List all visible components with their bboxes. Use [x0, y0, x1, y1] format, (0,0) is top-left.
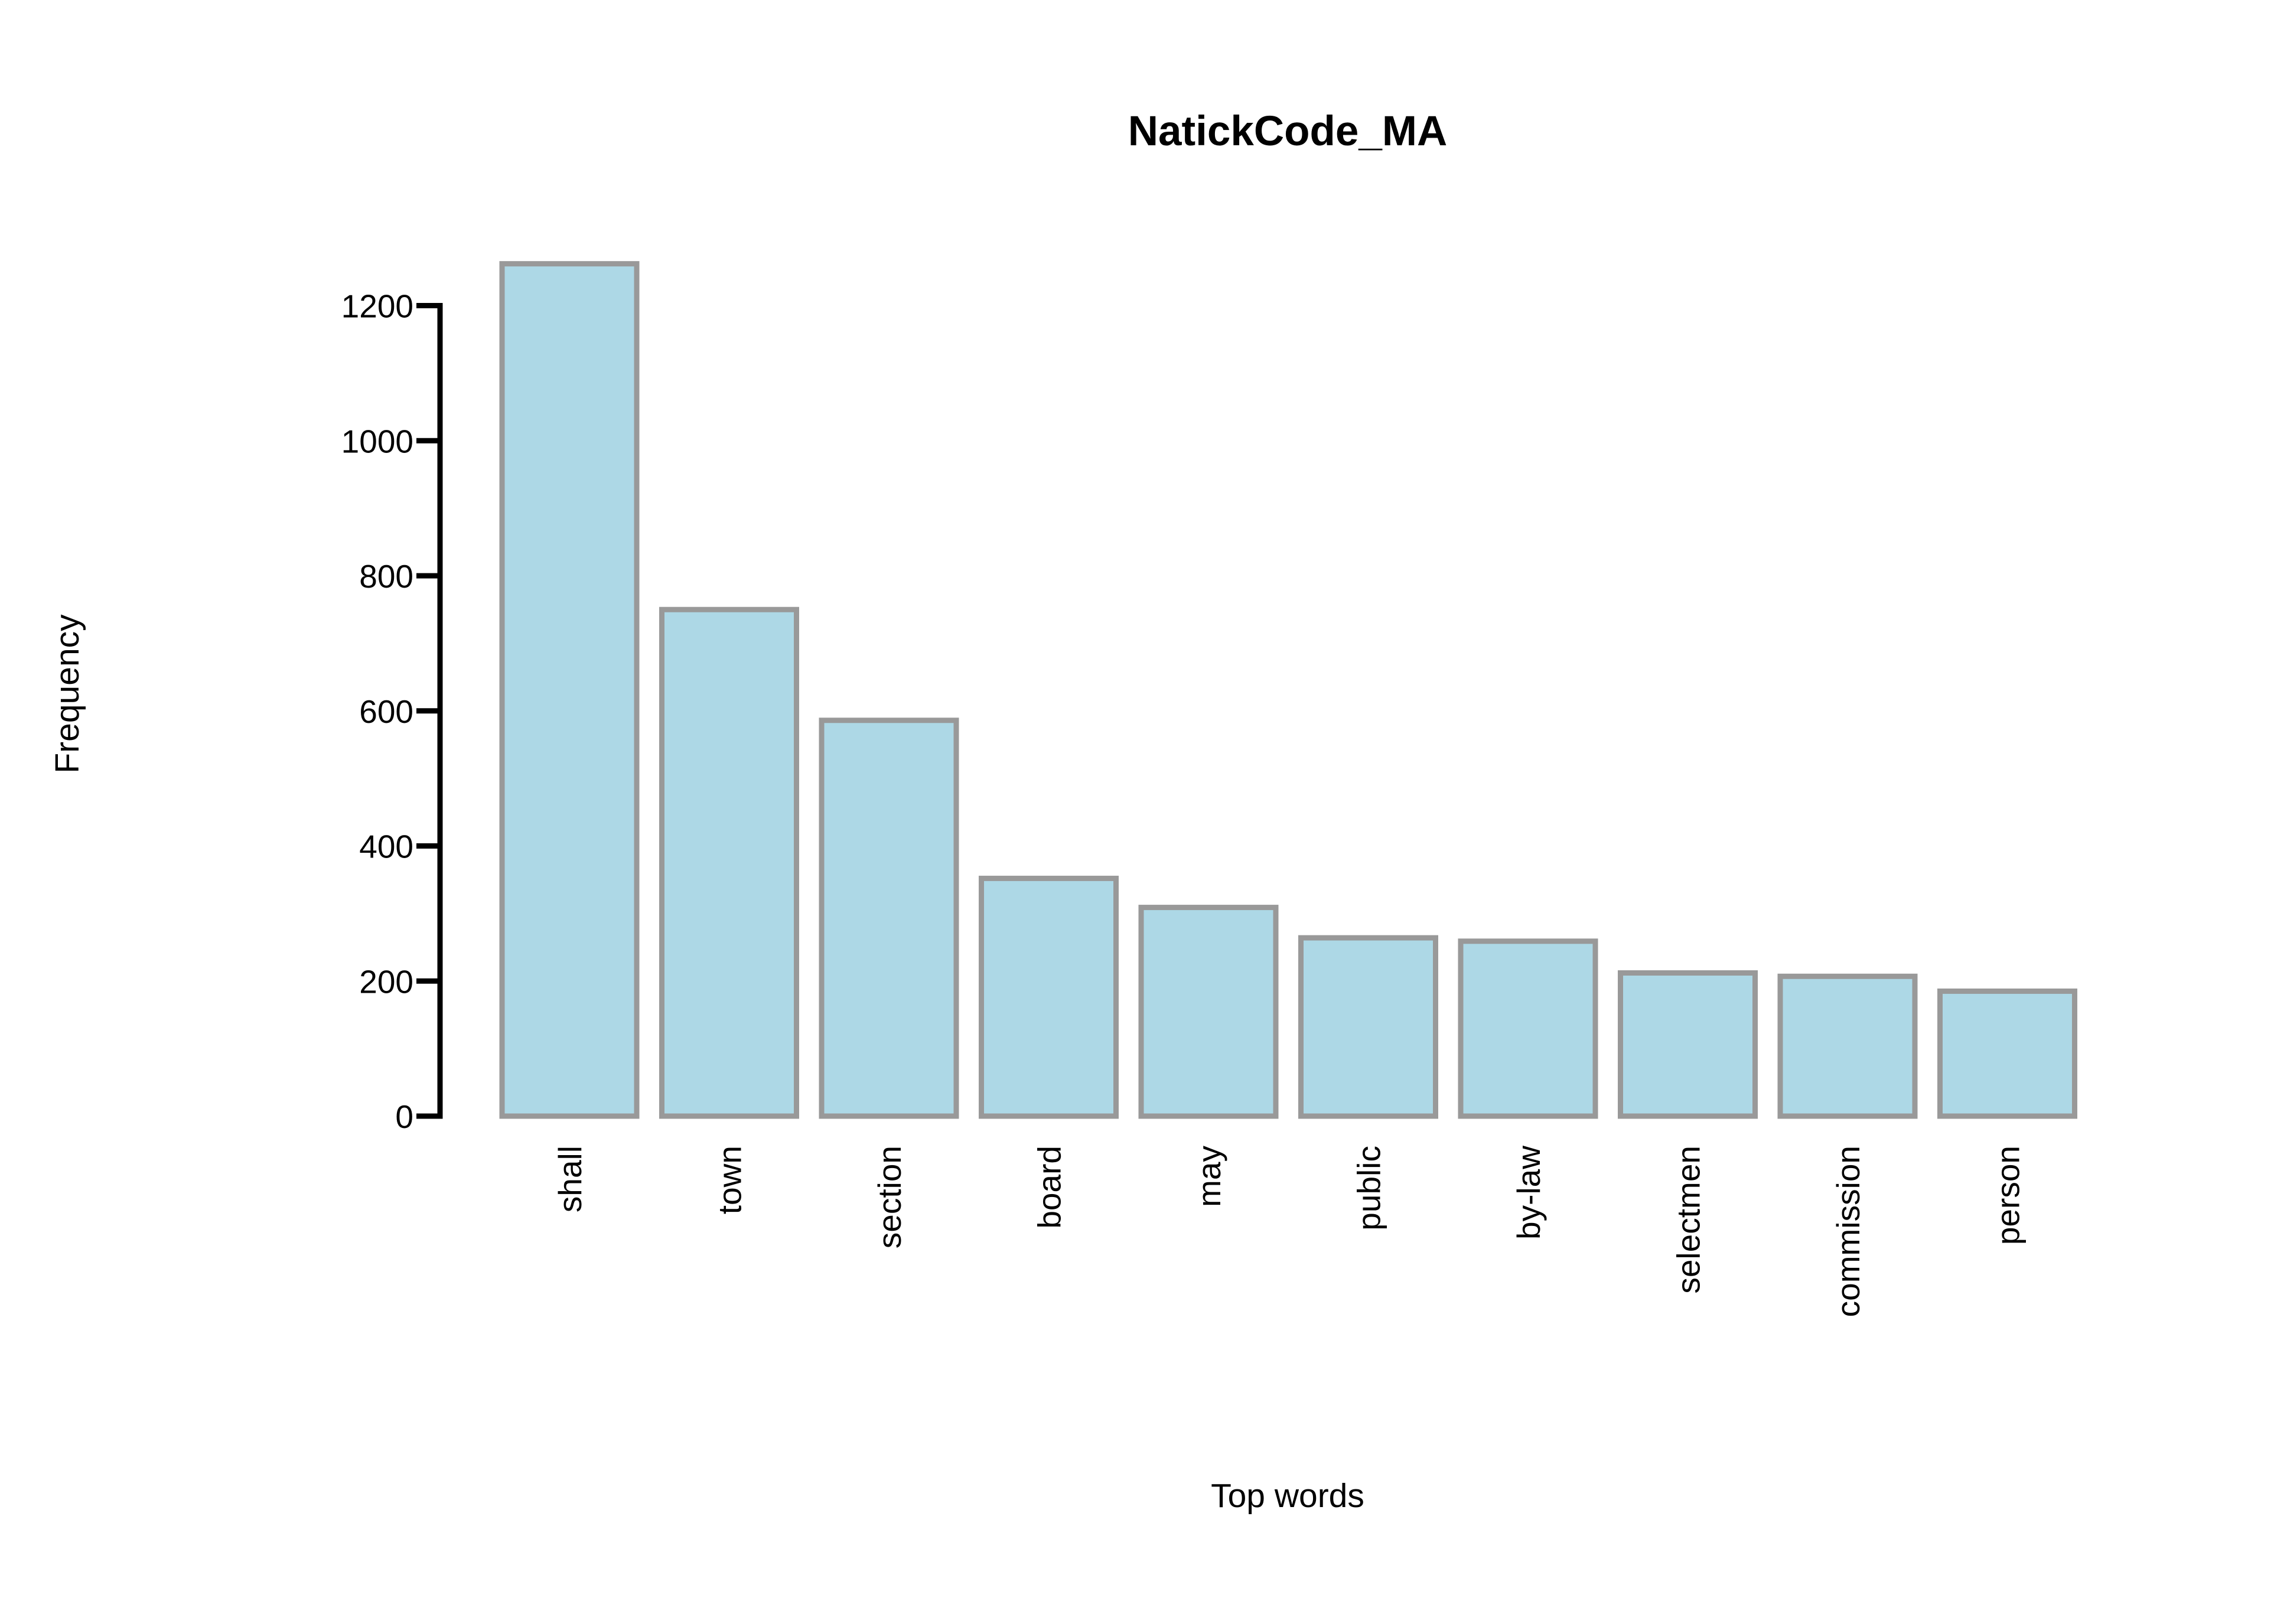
bar-board — [979, 875, 1119, 1119]
y-tick-label-200: 200 — [359, 963, 413, 1000]
bar-selectmen — [1618, 970, 1758, 1119]
y-tick-label-600: 600 — [359, 693, 413, 730]
y-axis: 0 200 400 600 800 1000 1200 — [341, 288, 443, 1135]
bar-commission — [1777, 973, 1918, 1119]
bar-town — [659, 606, 799, 1119]
x-axis-label: Top words — [1211, 1477, 1364, 1515]
y-axis-label: Frequency — [48, 614, 86, 774]
x-tick-label-selectmen: selectmen — [1670, 1146, 1707, 1294]
y-tick-label-0: 0 — [395, 1098, 413, 1135]
bar-public — [1298, 935, 1438, 1119]
bar-by-law — [1458, 938, 1598, 1119]
y-tick-label-1000: 1000 — [341, 423, 413, 459]
y-tick-label-400: 400 — [359, 829, 413, 865]
x-tick-label-may: may — [1191, 1146, 1227, 1207]
x-tick-label-by-law: by-law — [1510, 1146, 1547, 1240]
bar-section — [819, 718, 959, 1119]
x-tick-label-person: person — [1990, 1146, 2027, 1245]
x-tick-label-public: public — [1351, 1146, 1387, 1231]
bars-group — [499, 261, 2077, 1119]
x-tick-label-section: section — [871, 1146, 908, 1248]
x-tick-label-shall: shall — [552, 1146, 588, 1212]
x-tick-labels: shall town section board may public by-law sele… — [552, 1146, 2027, 1318]
x-tick-label-town: town — [712, 1146, 748, 1214]
chart-title: NatickCode_MA — [1128, 108, 1448, 155]
x-tick-label-board: board — [1031, 1146, 1068, 1229]
x-tick-label-commission: commission — [1830, 1146, 1866, 1317]
bar-shall — [499, 261, 640, 1119]
bar-person — [1937, 988, 2077, 1119]
y-tick-label-800: 800 — [359, 558, 413, 595]
y-tick-label-1200: 1200 — [341, 288, 413, 325]
bar-may — [1138, 905, 1279, 1119]
